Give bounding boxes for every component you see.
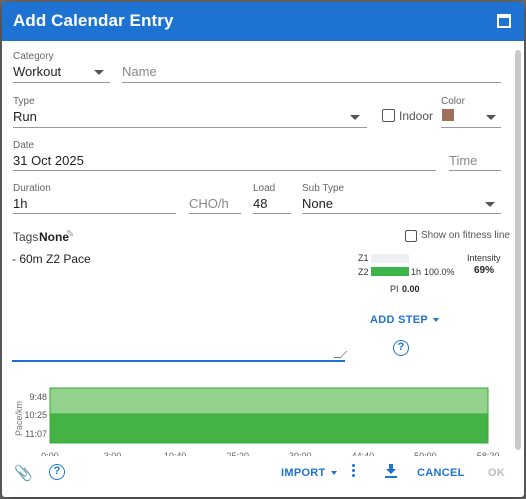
dialog-scrollbar[interactable] bbox=[514, 42, 522, 454]
name-field[interactable]: Name bbox=[122, 64, 157, 79]
zone-1-track bbox=[371, 254, 409, 263]
zone-2-bar bbox=[371, 267, 409, 276]
add-step-label: ADD STEP bbox=[370, 314, 429, 326]
type-underline bbox=[13, 127, 367, 128]
color-chevron-down-icon[interactable] bbox=[486, 115, 496, 120]
zone-2-label: Z2 bbox=[358, 267, 369, 277]
paperclip-icon[interactable]: 📎 bbox=[14, 465, 33, 482]
download-icon[interactable] bbox=[384, 463, 398, 479]
duration-underline bbox=[13, 213, 176, 214]
import-caret-icon bbox=[330, 471, 337, 476]
chart-xtick: 10:40 bbox=[164, 451, 187, 456]
color-swatch[interactable] bbox=[442, 109, 454, 121]
cho-field[interactable]: CHO/h bbox=[189, 196, 229, 211]
category-underline bbox=[13, 82, 110, 83]
tags-value[interactable]: None bbox=[39, 230, 69, 244]
cancel-button[interactable]: CANCEL bbox=[417, 467, 465, 479]
date-underline bbox=[13, 170, 436, 171]
chart-ytick: 9:48 bbox=[29, 392, 47, 402]
intensity-label: Intensity bbox=[467, 253, 501, 263]
chart-lower-band bbox=[49, 413, 489, 444]
add-step-caret-icon bbox=[433, 318, 440, 323]
category-label: Category bbox=[13, 51, 54, 62]
chart-upper-band bbox=[49, 387, 489, 415]
pi-value: 0.00 bbox=[402, 284, 420, 294]
import-button[interactable]: IMPORT bbox=[281, 467, 337, 479]
cho-underline bbox=[189, 213, 241, 214]
type-chevron-down-icon[interactable] bbox=[350, 115, 360, 120]
edit-pencil-icon[interactable]: ✎ bbox=[66, 229, 75, 240]
description-text: - 60m Z2 Pace bbox=[12, 252, 91, 266]
scrollbar-thumb[interactable] bbox=[515, 50, 521, 450]
chart-xtick: 0:00 bbox=[41, 451, 59, 456]
category-chevron-down-icon[interactable] bbox=[94, 70, 104, 75]
dialog-titlebar: Add Calendar Entry bbox=[2, 2, 524, 41]
type-label: Type bbox=[13, 96, 35, 107]
chart-plot bbox=[49, 387, 489, 444]
fitness-line-checkbox[interactable] bbox=[405, 230, 417, 242]
type-select[interactable]: Run bbox=[13, 109, 37, 124]
subtype-label: Sub Type bbox=[302, 183, 345, 194]
add-step-button[interactable]: ADD STEP bbox=[370, 314, 440, 326]
subtype-select[interactable]: None bbox=[302, 196, 334, 211]
indoor-label: Indoor bbox=[399, 109, 434, 123]
load-field[interactable]: 48 bbox=[253, 196, 268, 211]
category-select[interactable]: Workout bbox=[13, 64, 62, 79]
maximize-icon[interactable] bbox=[497, 14, 511, 28]
indoor-checkbox[interactable] bbox=[382, 109, 395, 122]
import-label: IMPORT bbox=[281, 467, 326, 479]
pi-label: PI bbox=[390, 284, 399, 294]
zone-2-duration: 1h bbox=[411, 267, 422, 277]
footer-help-icon[interactable]: ? bbox=[49, 464, 65, 480]
subtype-underline bbox=[302, 213, 501, 214]
time-underline bbox=[449, 170, 501, 171]
load-label: Load bbox=[253, 183, 276, 194]
chart-xtick: 3:00 bbox=[104, 451, 122, 456]
zone-2-percent: 100.0% bbox=[424, 267, 455, 277]
chart-ylabel: Pace/km bbox=[14, 401, 24, 436]
pace-chart: Pace/km 9:48 10:25 11:07 0:00 3:00 10:40 25:2… bbox=[14, 387, 499, 456]
help-icon[interactable]: ? bbox=[393, 340, 409, 356]
zone-1-label: Z1 bbox=[358, 253, 369, 263]
load-underline bbox=[253, 213, 291, 214]
chart-yticks: 9:48 10:25 11:07 bbox=[24, 392, 47, 439]
chart-xtick: 58:20 bbox=[477, 451, 500, 456]
intensity-value: 69% bbox=[474, 265, 495, 276]
tags-label: Tags bbox=[13, 230, 39, 244]
chart-xtick: 30:00 bbox=[289, 451, 312, 456]
fitness-line-label: Show on fitness line bbox=[421, 230, 510, 241]
name-underline bbox=[122, 82, 501, 83]
resize-grip-icon[interactable] bbox=[333, 351, 348, 358]
color-label: Color bbox=[441, 96, 465, 107]
more-vert-icon[interactable] bbox=[352, 463, 356, 479]
subtype-chevron-down-icon[interactable] bbox=[485, 202, 495, 207]
chart-xtick: 50:00 bbox=[414, 451, 437, 456]
chart-ytick: 10:25 bbox=[24, 410, 47, 420]
chart-ytick: 11:07 bbox=[25, 429, 47, 439]
chart-xticks: 0:00 3:00 10:40 25:20 30:00 44:40 50:00 58:20 bbox=[41, 451, 499, 456]
date-label: Date bbox=[13, 140, 35, 151]
duration-label: Duration bbox=[13, 183, 51, 194]
time-field[interactable]: Time bbox=[449, 153, 478, 168]
description-textarea[interactable]: - 60m Z2 Pace bbox=[12, 250, 348, 362]
color-underline bbox=[441, 127, 501, 128]
chart-xtick: 25:20 bbox=[226, 451, 249, 456]
date-field[interactable]: 31 Oct 2025 bbox=[13, 153, 84, 168]
zone-2-track bbox=[371, 267, 409, 276]
ok-button[interactable]: OK bbox=[488, 467, 506, 479]
chart-xtick: 44:40 bbox=[352, 451, 375, 456]
dialog-title: Add Calendar Entry bbox=[13, 11, 174, 30]
duration-field[interactable]: 1h bbox=[13, 196, 28, 211]
